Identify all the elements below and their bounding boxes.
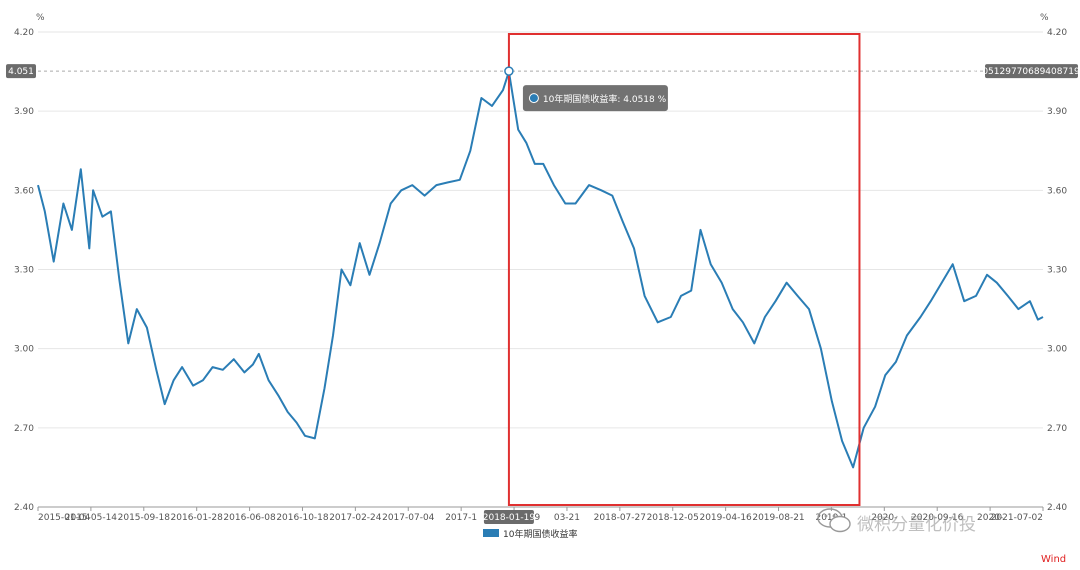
x-tick: 2015-09-18 [118,513,171,523]
y-badge-left [6,64,36,79]
x-tick: 2021-07-02 [991,513,1043,523]
x-tick: 2017-02-24 [329,513,382,523]
y-tick-left: 3.60 [14,186,34,196]
y-axis-right: 4.20 3.90 3.60 3.30 3.00 2.70 2.40 [1047,28,1067,513]
y-tick-right: 2.70 [1047,424,1067,434]
source-label: Wind [1041,554,1066,565]
watermark: 微积分量化价投 [817,508,976,535]
y-badge-right [985,64,1078,79]
x-tick: 2016-06-08 [223,513,276,523]
y-axis-left: 4.20 3.90 3.60 3.30 3.00 2.70 2.40 [14,28,34,513]
x-tick: 2018-07-27 [594,513,646,523]
x-tick: 2019-04-16 [699,513,752,523]
x-tick: 2020-09-16 [911,513,964,523]
tooltip-dot [528,93,539,104]
y-tick-left: 3.90 [14,107,34,117]
y-tick-right: 3.00 [1047,345,1067,355]
x-tick: 2019-08-21 [752,513,804,523]
x-tick: 2017-07-04 [382,513,435,523]
tooltip-box [522,85,668,112]
x-badge-text: 2018-01-19 [483,513,536,523]
watermark-text: 微积分量化价投 [857,515,976,535]
y-tick-left: 3.00 [14,345,34,355]
legend-swatch [483,529,499,537]
grid-lines [38,31,1043,508]
x-tick: 2020- [871,513,897,523]
legend[interactable]: 10年期国债收益率 [483,528,577,540]
y-badge-right-text: 4.05129770689408719 2 [974,67,1080,77]
x-tick: 2016-10-18 [276,513,329,523]
x-tick: 2015-05-14 [65,513,118,523]
y-tick-left: 3.30 [14,266,34,276]
x-tick: 2020- [977,513,1003,523]
y-tick-left: 2.70 [14,424,34,434]
y-tick-right: 2.40 [1047,503,1067,513]
x-tick: 2018-12-05 [647,513,699,523]
wechat-icon [817,508,851,533]
y-badge-left-text: 4.051 [8,67,34,77]
y-tick-left: 4.20 [14,28,34,38]
y-unit-left: % [36,13,45,23]
x-tick: 2016-01-28 [171,513,224,523]
x-tick: 2017-1 [445,513,477,523]
x-tick: 2015-01-04 [38,513,91,523]
y-tick-right: 4.20 [1047,28,1067,38]
y-unit-right: % [1040,13,1049,23]
highlight-point [504,66,514,76]
legend-label: 10年期国债收益率 [503,528,577,540]
y-tick-right: 3.90 [1047,107,1067,117]
x-badge [483,510,534,524]
x-tick: 2019-1 [815,513,847,523]
x-tick: 03-21 [554,513,580,523]
y-tick-left: 2.40 [14,503,34,513]
highlight-box [507,33,861,506]
y-tick-right: 3.60 [1047,186,1067,196]
y-tick-right: 3.30 [1047,266,1067,276]
tooltip-layer: 4.051 4.05129770689408719 2 2018-01-19 10年期… [6,64,1080,524]
tooltip-text: 10年期国债收益率: 4.0518 % [543,93,667,105]
